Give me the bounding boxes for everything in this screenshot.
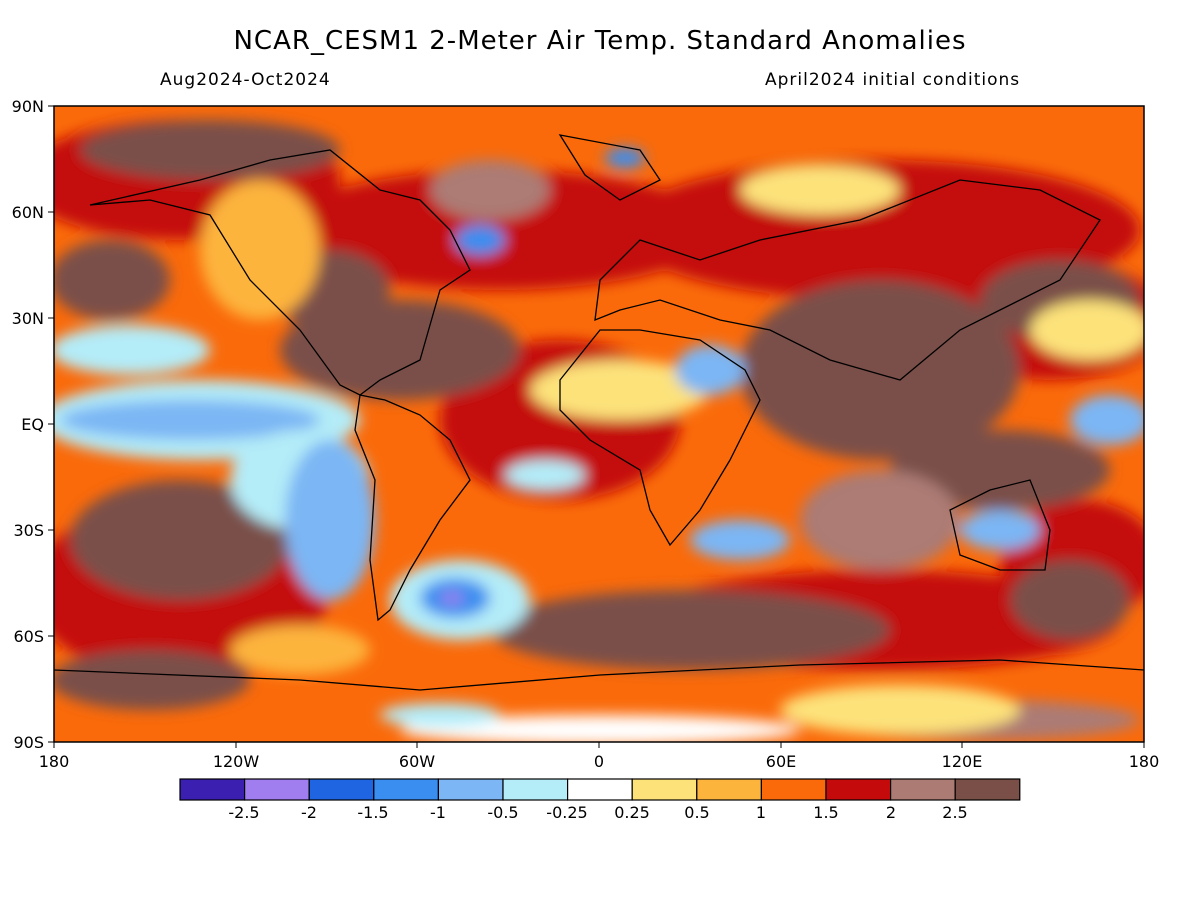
colorbar-label: 2 [886, 803, 896, 822]
chart-title: NCAR_CESM1 2-Meter Air Temp. Standard An… [233, 26, 967, 56]
lat-axis: 90N 60N 30N EQ 30S 60S 90S [12, 97, 54, 752]
colorbar-swatches [179, 778, 1021, 801]
colorbar-label: 0.25 [614, 803, 650, 822]
lon-label: 180 [1129, 752, 1160, 771]
colorbar-swatch [373, 778, 439, 801]
colorbar-label: 0.5 [684, 803, 709, 822]
colorbar-swatch [244, 778, 310, 801]
forecast-period: Aug2024-Oct2024 [160, 70, 331, 90]
lat-label: 30S [13, 521, 44, 540]
colorbar-swatch [825, 778, 892, 801]
anomaly-field [54, 106, 1144, 742]
colorbar-label: -0.25 [546, 803, 587, 822]
lat-label: EQ [21, 415, 44, 434]
colorbar-labels: -2.5 -2 -1.5 -1 -0.5 -0.25 0.25 0.5 1 1.… [228, 803, 967, 822]
colorbar-swatch [437, 778, 504, 801]
initial-conditions: April2024 initial conditions [765, 70, 1021, 90]
colorbar-label: 2.5 [942, 803, 967, 822]
lat-label: 90N [12, 97, 44, 116]
colorbar-swatch [502, 778, 569, 801]
lon-label: 60E [766, 752, 796, 771]
lat-label: 60S [13, 627, 44, 646]
colorbar-label: -2 [301, 803, 317, 822]
lon-label: 60W [399, 752, 435, 771]
lat-label: 30N [12, 309, 44, 328]
colorbar-swatch [179, 778, 246, 801]
colorbar-swatch [954, 778, 1021, 801]
colorbar-label: -2.5 [228, 803, 259, 822]
colorbar-label: 1.5 [813, 803, 838, 822]
colorbar-label: -1 [430, 803, 446, 822]
lon-label: 180 [39, 752, 70, 771]
colorbar-swatch [566, 778, 633, 801]
lon-label: 120W [213, 752, 260, 771]
colorbar-label: 1 [756, 803, 766, 822]
colorbar-label: -0.5 [487, 803, 518, 822]
lon-label: 0 [594, 752, 604, 771]
colorbar: -2.5 -2 -1.5 -1 -0.5 -0.25 0.25 0.5 1 1.… [179, 778, 1021, 822]
colorbar-swatch [696, 778, 762, 801]
colorbar-swatch [631, 778, 698, 801]
lon-label: 120E [942, 752, 983, 771]
coastlines [54, 134, 1144, 691]
colorbar-swatch [760, 778, 827, 801]
lat-label: 90S [13, 733, 44, 752]
lon-axis: 180 120W 60W 0 60E 120E 180 [39, 742, 1160, 771]
colorbar-swatch [889, 778, 956, 801]
colorbar-label: -1.5 [357, 803, 388, 822]
colorbar-swatch [308, 778, 375, 801]
lat-label: 60N [12, 203, 44, 222]
